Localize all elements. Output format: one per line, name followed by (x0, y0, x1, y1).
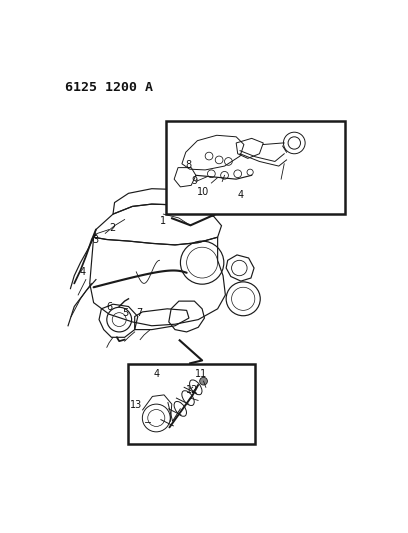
Bar (166, 122, 345, 214)
Text: 7: 7 (136, 308, 143, 318)
Text: 8: 8 (186, 159, 192, 169)
Circle shape (200, 377, 207, 385)
Text: 1: 1 (160, 216, 166, 226)
Text: 13: 13 (130, 400, 142, 410)
Text: 6: 6 (106, 302, 113, 312)
Text: 10: 10 (197, 187, 209, 197)
Text: 6125 1200 A: 6125 1200 A (65, 81, 153, 94)
Text: 4: 4 (154, 369, 160, 379)
Text: 12: 12 (186, 385, 198, 395)
Bar (129, 364, 255, 443)
Text: 3: 3 (92, 235, 98, 245)
Text: 11: 11 (195, 369, 207, 379)
Text: 2: 2 (109, 223, 116, 233)
Text: 4: 4 (237, 190, 244, 200)
Text: 9: 9 (192, 176, 198, 186)
Text: 4: 4 (80, 268, 86, 278)
Text: 5: 5 (122, 308, 129, 318)
